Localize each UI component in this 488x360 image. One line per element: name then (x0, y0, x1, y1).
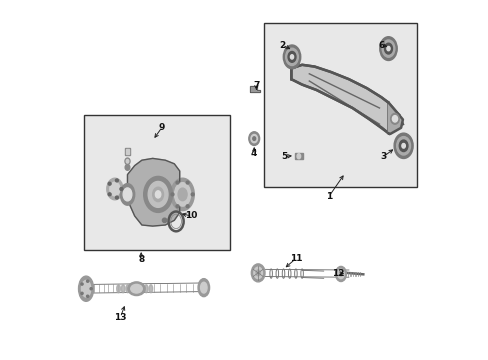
Text: 3: 3 (380, 152, 386, 161)
Ellipse shape (251, 264, 264, 282)
Ellipse shape (135, 285, 139, 293)
Ellipse shape (152, 187, 163, 202)
Ellipse shape (170, 178, 194, 211)
Polygon shape (127, 158, 179, 226)
Ellipse shape (401, 144, 405, 148)
Ellipse shape (123, 188, 132, 201)
Ellipse shape (253, 267, 262, 279)
Text: 13: 13 (114, 313, 126, 322)
Ellipse shape (200, 282, 206, 293)
Text: 12: 12 (331, 269, 344, 278)
Text: 5: 5 (281, 152, 286, 161)
Ellipse shape (390, 113, 399, 124)
Text: 10: 10 (184, 211, 197, 220)
Circle shape (162, 218, 166, 222)
Polygon shape (387, 103, 402, 134)
Ellipse shape (174, 183, 190, 206)
Ellipse shape (399, 140, 407, 152)
Text: 2: 2 (279, 40, 285, 49)
Ellipse shape (110, 182, 120, 196)
Ellipse shape (148, 181, 168, 207)
Ellipse shape (125, 158, 130, 165)
Circle shape (86, 295, 88, 297)
Ellipse shape (127, 282, 145, 296)
Circle shape (115, 179, 118, 182)
Ellipse shape (140, 285, 143, 293)
Text: 11: 11 (289, 254, 302, 263)
Bar (125, 148, 130, 155)
Ellipse shape (117, 285, 120, 293)
Ellipse shape (250, 134, 257, 143)
Ellipse shape (384, 43, 392, 54)
Text: 6: 6 (378, 40, 385, 49)
Text: 8: 8 (138, 255, 144, 264)
Ellipse shape (296, 154, 300, 159)
Ellipse shape (155, 191, 161, 198)
Ellipse shape (81, 280, 91, 297)
Ellipse shape (283, 45, 300, 69)
Circle shape (86, 280, 88, 282)
Circle shape (171, 193, 174, 196)
Ellipse shape (335, 266, 346, 282)
Ellipse shape (121, 285, 124, 293)
Ellipse shape (393, 133, 412, 158)
Polygon shape (291, 65, 387, 133)
Ellipse shape (125, 165, 130, 170)
Ellipse shape (178, 188, 187, 201)
Ellipse shape (120, 184, 134, 205)
Ellipse shape (396, 136, 410, 155)
Ellipse shape (130, 285, 134, 293)
Ellipse shape (143, 176, 172, 212)
Ellipse shape (130, 284, 142, 293)
Ellipse shape (379, 37, 396, 60)
Circle shape (81, 292, 83, 294)
Ellipse shape (256, 270, 260, 276)
Circle shape (186, 181, 189, 184)
Circle shape (115, 196, 118, 199)
Ellipse shape (252, 137, 255, 140)
Ellipse shape (198, 279, 209, 297)
Bar (125, 149, 128, 154)
Ellipse shape (386, 46, 389, 51)
Circle shape (120, 188, 122, 190)
Circle shape (186, 205, 189, 208)
Ellipse shape (106, 178, 123, 200)
Ellipse shape (144, 285, 148, 293)
Ellipse shape (382, 40, 394, 57)
Ellipse shape (79, 276, 94, 301)
Text: 7: 7 (253, 81, 259, 90)
Ellipse shape (126, 285, 129, 293)
Circle shape (176, 205, 179, 208)
Ellipse shape (126, 159, 128, 163)
Bar (84, 115, 230, 250)
Circle shape (176, 181, 179, 184)
Ellipse shape (149, 285, 152, 293)
Ellipse shape (339, 272, 342, 276)
Text: 4: 4 (250, 149, 257, 158)
Ellipse shape (287, 51, 295, 62)
Ellipse shape (391, 116, 397, 122)
Text: 1: 1 (325, 192, 331, 201)
Text: 9: 9 (158, 123, 164, 132)
Polygon shape (249, 86, 259, 92)
Ellipse shape (337, 269, 344, 279)
Circle shape (191, 193, 194, 196)
Ellipse shape (285, 48, 298, 66)
Circle shape (108, 193, 111, 196)
Ellipse shape (248, 132, 259, 145)
Circle shape (90, 288, 92, 290)
Circle shape (81, 283, 83, 285)
Bar (294, 153, 302, 159)
Bar (264, 23, 416, 187)
Circle shape (108, 182, 111, 185)
Ellipse shape (290, 55, 293, 59)
